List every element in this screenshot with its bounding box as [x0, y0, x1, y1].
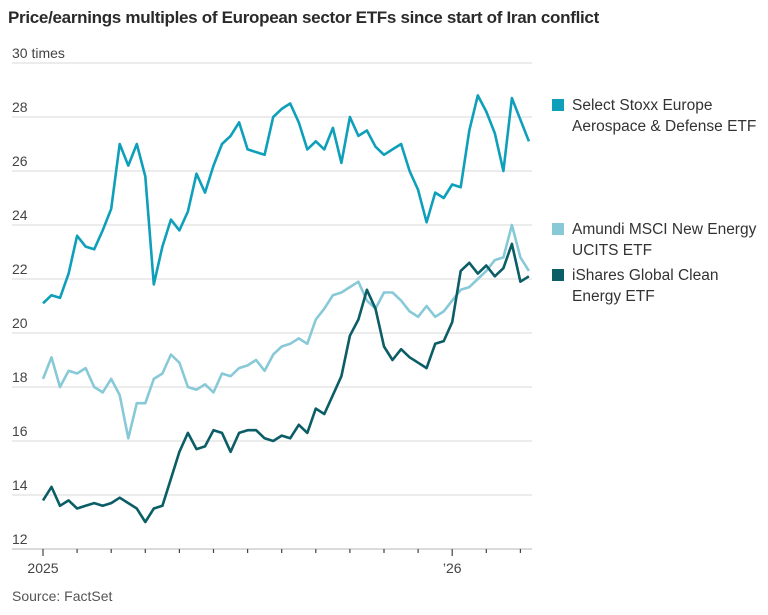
legend-item-aerospace-defense: Select Stoxx Europe Aerospace & Defense … [552, 95, 762, 137]
series-lines [41, 94, 531, 524]
legend-item-ishares-clean-energy: iShares Global Clean Energy ETF [552, 265, 762, 307]
y-tick-label: 14 [12, 477, 28, 493]
x-axis: 2025 ’26 [27, 549, 522, 576]
legend-label: iShares Global Clean Energy ETF [572, 267, 719, 305]
chart-title: Price/earnings multiples of European sec… [8, 8, 599, 27]
source-note: Source: FactSet [12, 588, 113, 604]
y-tick-label: 28 [12, 99, 28, 115]
x-tick-label: 2025 [27, 560, 58, 576]
legend-item-amundi-new-energy: Amundi MSCI New Energy UCITS ETF [552, 219, 762, 261]
y-tick-label: 26 [12, 153, 28, 169]
y-axis-labels: 12 14 16 18 20 22 24 26 28 30 times [12, 45, 65, 547]
legend-label: Select Stoxx Europe Aerospace & Defense … [572, 97, 757, 135]
series-line-1 [41, 223, 531, 440]
y-tick-label: 22 [12, 261, 28, 277]
legend-swatch-aerospace [552, 99, 564, 111]
series-line-2 [41, 242, 530, 524]
y-tick-label: 24 [12, 207, 28, 223]
y-tick-label: 12 [12, 531, 28, 547]
y-tick-label: 18 [12, 369, 28, 385]
legend-label: Amundi MSCI New Energy UCITS ETF [572, 221, 757, 259]
legend-swatch-ishares [552, 269, 564, 281]
x-tick-label: ’26 [443, 560, 462, 576]
series-line-0 [42, 94, 531, 305]
y-tick-label: 30 times [12, 45, 65, 61]
legend-swatch-amundi [552, 223, 564, 235]
y-tick-label: 20 [12, 315, 28, 331]
y-tick-label: 16 [12, 423, 28, 439]
